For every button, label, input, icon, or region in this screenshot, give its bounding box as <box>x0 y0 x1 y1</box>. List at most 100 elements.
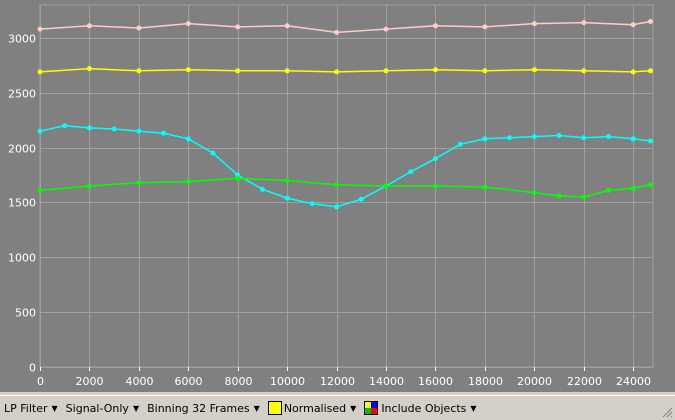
series-point <box>606 134 611 140</box>
chevron-down-icon: ▼ <box>51 403 58 413</box>
x-tick-label: 10000 <box>270 375 305 388</box>
series-point <box>136 68 142 74</box>
series-point <box>482 24 488 30</box>
series-point <box>630 185 636 191</box>
series-point <box>433 156 438 162</box>
series-point <box>86 125 92 131</box>
series-point <box>334 29 340 35</box>
x-tick-label: 22000 <box>567 375 602 388</box>
include-objects-grid-icon <box>364 401 379 415</box>
x-tick-label: 6000 <box>175 375 203 388</box>
series-point <box>136 128 142 134</box>
series-point <box>37 128 43 134</box>
series-point <box>531 21 537 27</box>
chart-toolbar: LP Filter ▼ Signal-Only ▼ Binning 32 Fra… <box>0 395 675 420</box>
series-line <box>39 124 651 208</box>
series-point <box>648 68 653 74</box>
series-point <box>37 69 43 75</box>
series-point <box>284 68 290 74</box>
y-tick-label: 1000 <box>8 252 36 265</box>
x-tick-label: 0 <box>37 375 44 388</box>
x-tick-label: 2000 <box>76 375 104 388</box>
series-point <box>531 190 537 196</box>
series-point <box>37 187 43 193</box>
signal-only-label: Signal-Only <box>65 401 129 415</box>
series-point <box>433 67 438 73</box>
series-point <box>507 135 513 141</box>
chevron-down-icon: ▼ <box>470 403 477 413</box>
lp-filter-dropdown[interactable]: LP Filter ▼ <box>0 398 62 418</box>
series-point <box>383 26 389 32</box>
x-tick-label: 8000 <box>225 375 253 388</box>
series-point <box>334 182 340 188</box>
x-tick-label: 12000 <box>320 375 355 388</box>
series-point <box>185 136 191 142</box>
series-point <box>482 68 488 74</box>
series-point <box>185 67 191 73</box>
chevron-down-icon: ▼ <box>132 403 140 413</box>
binning-dropdown[interactable]: Binning 32 Frames ▼ <box>143 398 264 418</box>
series-point <box>210 150 216 156</box>
binning-label: Binning 32 Frames <box>147 401 250 415</box>
x-tick-label: 18000 <box>468 375 503 388</box>
signal-only-dropdown[interactable]: Signal-Only ▼ <box>62 398 143 418</box>
series-point <box>334 204 340 210</box>
series-point <box>581 194 587 200</box>
series-point <box>284 178 290 183</box>
series-point <box>581 135 587 141</box>
y-tick-label: 0 <box>29 362 36 375</box>
series-point <box>161 130 167 136</box>
series-point <box>433 23 438 29</box>
series-line <box>39 20 651 34</box>
include-objects-label: Include Objects <box>381 401 467 415</box>
chart-plot: 0 500 1000 1500 2000 2500 3000 0 2000 4000 6000 800… <box>8 4 654 388</box>
series-point <box>111 126 117 132</box>
series-point <box>284 195 290 201</box>
series-point <box>556 193 562 199</box>
series-point <box>358 196 364 202</box>
chevron-down-icon: ▼ <box>253 403 260 413</box>
series-point <box>457 141 463 147</box>
series-point <box>531 134 537 140</box>
series-point <box>482 136 488 142</box>
series-point <box>433 183 438 189</box>
series-point <box>86 183 92 189</box>
normalised-dropdown[interactable]: Normalised ▼ <box>264 398 361 418</box>
series-point <box>531 67 537 73</box>
chart-area: 0 500 1000 1500 2000 2500 3000 0 2000 4000 6000 800… <box>8 4 654 388</box>
resize-grip-icon[interactable] <box>661 406 673 418</box>
series-point <box>284 23 290 29</box>
series-point <box>630 69 636 75</box>
y-tick-label: 500 <box>15 307 36 320</box>
x-tick-label: 20000 <box>517 375 552 388</box>
y-tick-label: 3000 <box>8 33 36 46</box>
splitter-bar[interactable] <box>0 392 675 395</box>
series-point <box>86 66 92 72</box>
series-point <box>482 184 488 190</box>
x-tick-label: 16000 <box>418 375 453 388</box>
series-point <box>86 23 92 29</box>
series-point <box>630 22 636 28</box>
x-tick-label: 24000 <box>616 375 651 388</box>
series-point <box>235 68 241 74</box>
y-tick-label: 2500 <box>8 88 36 101</box>
series-line <box>39 177 651 198</box>
series-point <box>383 68 389 74</box>
series-point <box>185 179 191 185</box>
series-point <box>408 169 414 175</box>
series-point <box>581 20 587 26</box>
series-point <box>581 68 587 74</box>
series-point <box>136 180 142 186</box>
series-point <box>630 136 636 142</box>
y-tick-label: 2000 <box>8 143 36 156</box>
normalised-label: Normalised <box>283 401 347 415</box>
include-objects-dropdown[interactable]: Include Objects ▼ <box>360 398 480 418</box>
series-point <box>235 175 241 181</box>
series-point <box>235 24 241 30</box>
series-point <box>606 187 611 193</box>
x-tick-label: 14000 <box>369 375 404 388</box>
series-point <box>648 182 653 188</box>
series-point <box>136 25 142 31</box>
chevron-down-icon: ▼ <box>350 403 357 413</box>
series-point <box>648 19 653 24</box>
